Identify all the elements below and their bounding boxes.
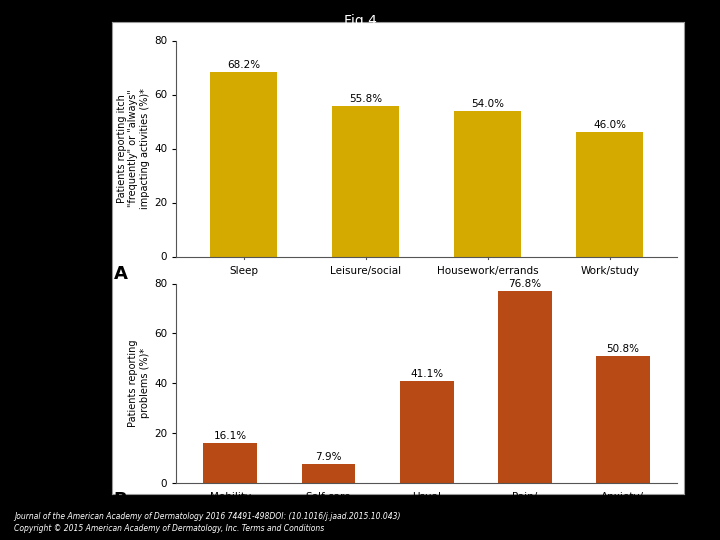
Text: Fig 4: Fig 4 [343,14,377,28]
Y-axis label: Patients reporting itch
"frequently" or "always"
impacting activities (%)*: Patients reporting itch "frequently" or … [117,88,150,209]
Bar [332,106,399,256]
Bar [210,72,277,256]
Bar [454,111,521,256]
Bar [576,132,643,256]
Text: 7.9%: 7.9% [315,451,342,462]
Text: Journal of the American Academy of Dermatology 2016 74491-498DOI: (10.1016/j.jaa: Journal of the American Academy of Derma… [14,512,401,521]
Text: 54.0%: 54.0% [471,98,504,109]
Bar [400,381,454,483]
Text: 46.0%: 46.0% [593,120,626,130]
Text: 68.2%: 68.2% [227,60,260,70]
Text: 50.8%: 50.8% [606,345,639,354]
Bar [498,292,552,483]
Bar [203,443,257,483]
Text: B: B [114,491,127,509]
Text: Copyright © 2015 American Academy of Dermatology, Inc. Terms and Conditions: Copyright © 2015 American Academy of Der… [14,524,325,533]
Text: 55.8%: 55.8% [349,93,382,104]
Text: 41.1%: 41.1% [410,369,444,379]
Bar [302,463,356,483]
Text: A: A [114,265,127,282]
Text: 16.1%: 16.1% [214,431,247,441]
Text: 76.8%: 76.8% [508,280,541,289]
Y-axis label: Patients reporting
problems (%)*: Patients reporting problems (%)* [128,340,150,427]
Bar [596,356,650,483]
